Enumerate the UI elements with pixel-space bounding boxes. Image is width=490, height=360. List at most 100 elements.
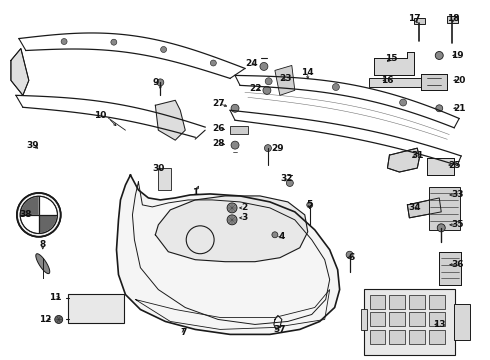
Polygon shape [374,53,415,75]
FancyBboxPatch shape [361,309,367,330]
Text: 32: 32 [281,174,293,183]
Circle shape [263,86,271,94]
Bar [390,330,405,345]
Text: 15: 15 [385,54,398,63]
Text: 17: 17 [408,14,420,23]
Text: 23: 23 [280,74,292,83]
FancyBboxPatch shape [158,167,171,190]
Circle shape [307,202,313,208]
Text: 26: 26 [212,124,224,133]
Bar [429,330,445,345]
Text: 29: 29 [271,144,284,153]
Circle shape [437,224,445,232]
Circle shape [157,79,164,86]
Text: 21: 21 [453,104,466,113]
Text: 11: 11 [49,293,62,302]
FancyBboxPatch shape [364,289,455,355]
Circle shape [55,315,63,323]
Text: 22: 22 [250,84,262,93]
FancyBboxPatch shape [68,294,124,323]
Text: 10: 10 [95,111,107,120]
Bar [369,294,386,309]
Text: 37: 37 [273,325,286,334]
Text: 35: 35 [451,220,464,229]
Polygon shape [117,175,340,334]
Circle shape [272,232,278,238]
Polygon shape [155,100,185,140]
Text: 33: 33 [451,190,464,199]
Text: 9: 9 [152,78,159,87]
Text: 18: 18 [447,14,460,23]
Text: 12: 12 [40,315,52,324]
Bar [390,294,405,309]
Bar [429,294,445,309]
Text: 19: 19 [451,51,464,60]
Circle shape [17,193,61,237]
Bar [409,330,425,345]
Circle shape [61,39,67,45]
Text: 25: 25 [448,161,461,170]
Polygon shape [407,198,441,218]
Text: 5: 5 [307,201,313,210]
Circle shape [332,84,340,90]
Text: 36: 36 [451,260,464,269]
Text: 3: 3 [241,213,247,222]
Circle shape [210,60,216,66]
FancyBboxPatch shape [229,126,248,134]
Circle shape [161,46,167,53]
FancyBboxPatch shape [447,16,458,23]
Circle shape [231,104,239,112]
FancyBboxPatch shape [369,78,425,87]
Polygon shape [439,252,461,285]
Circle shape [286,180,294,186]
Circle shape [260,62,268,71]
Circle shape [265,145,271,152]
Text: 4: 4 [279,232,285,241]
Circle shape [111,39,117,45]
Text: 39: 39 [26,141,39,150]
Text: 13: 13 [433,320,445,329]
Polygon shape [11,49,29,95]
Text: 20: 20 [453,76,466,85]
Text: 38: 38 [20,210,32,219]
Bar [369,330,386,345]
Bar [429,312,445,327]
Polygon shape [388,148,419,172]
Circle shape [227,215,237,225]
Polygon shape [427,158,454,175]
Text: 14: 14 [301,68,314,77]
Wedge shape [39,197,57,215]
Polygon shape [36,254,50,274]
Text: 31: 31 [411,150,423,159]
Text: 6: 6 [348,253,355,262]
Wedge shape [39,215,57,233]
Circle shape [436,105,443,112]
Text: 8: 8 [40,240,46,249]
Wedge shape [21,197,39,215]
Text: 30: 30 [152,163,165,172]
Circle shape [346,251,353,258]
Bar [390,312,405,327]
Text: 24: 24 [245,59,258,68]
FancyBboxPatch shape [414,18,425,24]
Text: 7: 7 [180,328,186,337]
Circle shape [227,203,237,213]
Circle shape [231,141,239,149]
Text: 28: 28 [212,139,224,148]
Text: 27: 27 [212,99,224,108]
Bar [369,312,386,327]
Circle shape [400,99,407,106]
Text: 1: 1 [192,188,198,197]
Bar [409,294,425,309]
FancyBboxPatch shape [454,304,469,340]
Text: 2: 2 [241,203,247,212]
FancyBboxPatch shape [429,188,460,230]
Circle shape [435,51,443,59]
Wedge shape [21,215,39,233]
Circle shape [265,78,272,85]
Text: 16: 16 [381,76,393,85]
Bar [409,312,425,327]
Polygon shape [155,196,308,262]
Polygon shape [421,75,447,90]
Polygon shape [275,66,295,95]
